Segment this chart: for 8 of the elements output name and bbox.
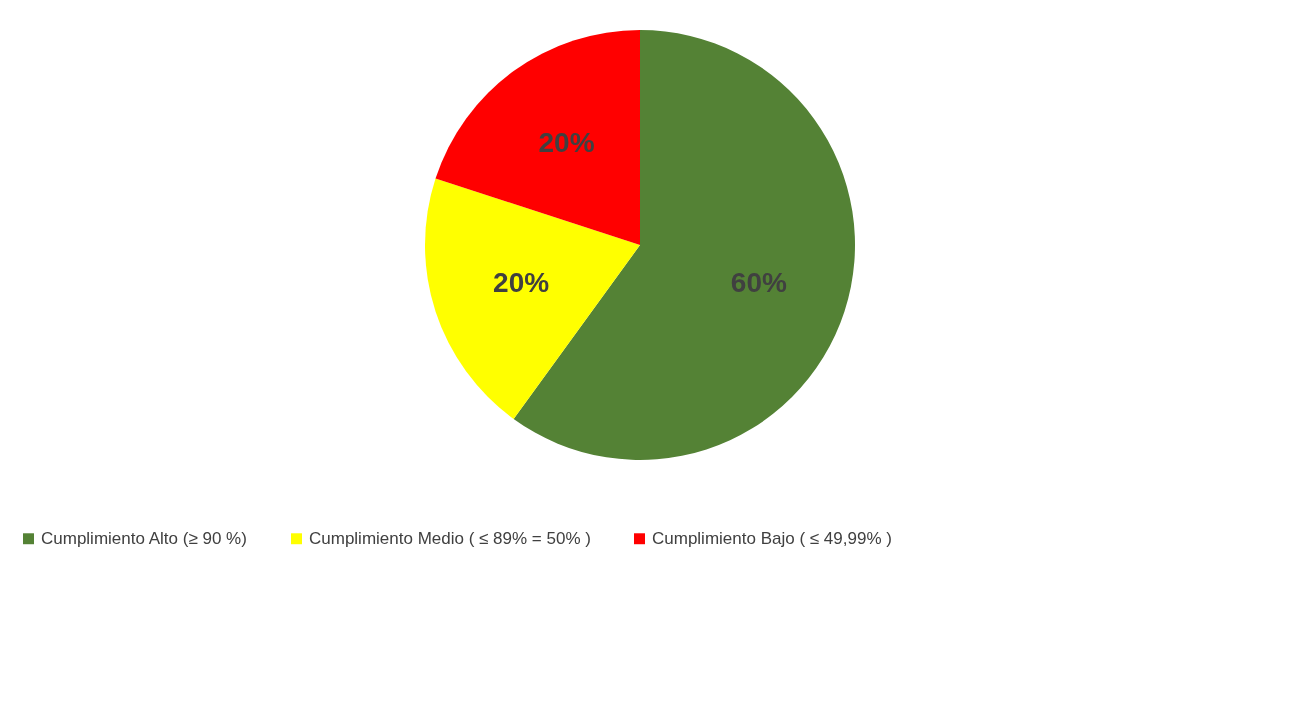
data-label: 20% <box>493 266 550 298</box>
data-label: 20% <box>538 126 595 158</box>
pie-slice <box>425 178 640 419</box>
legend-label: Cumplimiento Alto (≥ 90 %) <box>41 528 247 548</box>
legend-label: Cumplimiento Bajo ( ≤ 49,99% ) <box>652 528 892 548</box>
legend-label: Cumplimiento Medio ( ≤ 89% = 50% ) <box>309 528 591 548</box>
pie-slice <box>435 30 640 245</box>
data-label: 60% <box>730 266 787 298</box>
